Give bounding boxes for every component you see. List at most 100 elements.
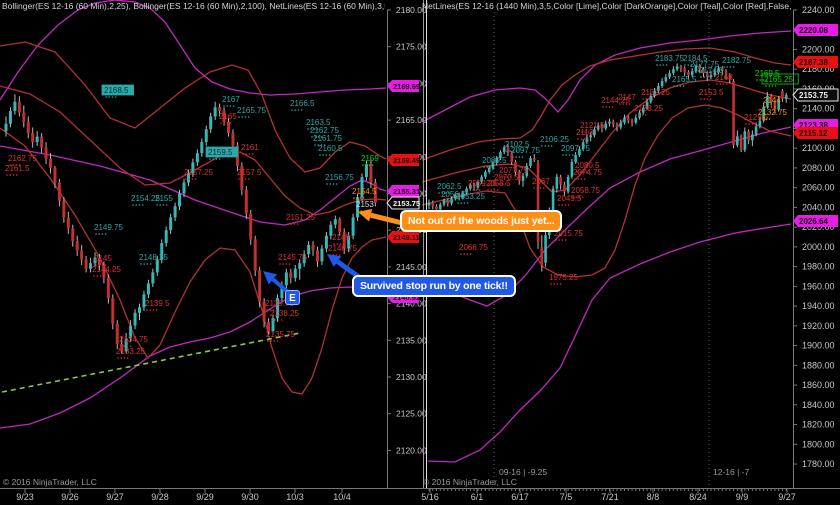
- trendline[interactable]: [1, 332, 301, 393]
- svg-text:5/16: 5/16: [421, 492, 439, 502]
- svg-text:2149.75: 2149.75: [94, 223, 123, 232]
- svg-text:2144: 2144: [763, 96, 781, 105]
- svg-text:2100.00: 2100.00: [802, 143, 835, 153]
- svg-text:2151.25: 2151.25: [286, 213, 315, 222]
- svg-text:2138.25: 2138.25: [634, 104, 663, 113]
- right-time-axis[interactable]: 5/16 6/1 6/17 7/5 7/21 8/8 8/24 9/9 9/27: [421, 488, 796, 502]
- svg-text:2144.25: 2144.25: [92, 265, 121, 274]
- svg-text:2169.69: 2169.69: [393, 82, 420, 91]
- svg-text:8/8: 8/8: [647, 492, 660, 502]
- right-price-axis[interactable]: 2240.002220.002200.002180.002160.002140.…: [793, 5, 835, 469]
- svg-text:2139.5: 2139.5: [145, 299, 170, 308]
- right-netlines-labels: 2062.52056.52053.252059.252058.52089.520…: [437, 54, 799, 285]
- svg-text:2155: 2155: [155, 194, 173, 203]
- svg-text:2120.00: 2120.00: [396, 445, 427, 455]
- svg-text:2015.75: 2015.75: [554, 229, 583, 238]
- svg-text:2147: 2147: [618, 93, 636, 102]
- svg-text:10/4: 10/4: [333, 492, 351, 502]
- entry-marker-e[interactable]: E: [285, 290, 300, 305]
- left-bollinger-bands: [0, 0, 387, 429]
- svg-text:2159.5: 2159.5: [208, 148, 233, 157]
- svg-text:2180.00: 2180.00: [802, 64, 835, 74]
- svg-text:2165.75: 2165.75: [237, 106, 266, 115]
- svg-text:2113: 2113: [576, 128, 594, 137]
- svg-text:1900.00: 1900.00: [802, 341, 835, 351]
- svg-text:2145.00: 2145.00: [396, 262, 427, 272]
- svg-text:2140.00: 2140.00: [802, 104, 835, 114]
- svg-text:2080.5: 2080.5: [575, 161, 600, 170]
- svg-text:2174.5: 2174.5: [699, 66, 724, 75]
- svg-text:2106.25: 2106.25: [540, 135, 569, 144]
- svg-text:2062.5: 2062.5: [437, 182, 462, 191]
- svg-text:2155.31: 2155.31: [393, 187, 420, 196]
- svg-text:2240.00: 2240.00: [802, 5, 835, 15]
- svg-text:2121.5: 2121.5: [580, 121, 605, 130]
- svg-text:10/3: 10/3: [286, 492, 304, 502]
- svg-text:2182.75: 2182.75: [722, 56, 751, 65]
- svg-text:2138.25: 2138.25: [270, 309, 299, 318]
- svg-text:2167: 2167: [222, 95, 240, 104]
- svg-text:9/29: 9/29: [196, 492, 214, 502]
- svg-text:2130.00: 2130.00: [396, 372, 427, 382]
- svg-text:2152.25: 2152.25: [641, 88, 670, 97]
- right-bollinger-bands: [421, 30, 792, 463]
- svg-text:2180.00: 2180.00: [396, 5, 427, 15]
- svg-text:2133.25: 2133.25: [116, 347, 145, 356]
- svg-text:2159.49: 2159.49: [393, 156, 420, 165]
- svg-text:1860.00: 1860.00: [802, 380, 835, 390]
- svg-text:2058.5: 2058.5: [486, 179, 511, 188]
- svg-text:1940.00: 1940.00: [802, 301, 835, 311]
- svg-text:1920.00: 1920.00: [802, 321, 835, 331]
- svg-text:1975.25: 1975.25: [549, 273, 578, 282]
- svg-text:2159: 2159: [361, 154, 379, 163]
- svg-text:2056.5: 2056.5: [441, 190, 466, 199]
- svg-text:1820.00: 1820.00: [802, 420, 835, 430]
- svg-text:2145.75: 2145.75: [278, 253, 307, 262]
- svg-text:2168: 2168: [715, 73, 733, 82]
- left-netlines-labels: 2162.752161.52168.52159.521672165.752165…: [5, 84, 379, 359]
- svg-text:9/26: 9/26: [61, 492, 79, 502]
- left-time-axis[interactable]: 9/23 9/26 9/27 9/28 9/29 9/30 10/3 10/4: [16, 488, 351, 502]
- svg-text:6/1: 6/1: [471, 492, 484, 502]
- svg-text:2144.25: 2144.25: [601, 96, 630, 105]
- callout-survived-stop-run[interactable]: Survived stop run by one tick!!: [352, 275, 516, 297]
- svg-text:2187.38: 2187.38: [799, 58, 828, 67]
- svg-text:2148.25: 2148.25: [139, 253, 168, 262]
- svg-text:2077.75: 2077.75: [499, 166, 528, 175]
- svg-text:2145: 2145: [94, 254, 112, 263]
- svg-text:2161.75: 2161.75: [313, 134, 342, 143]
- callout-not-out-of-woods[interactable]: Not out of the woods just yet...: [400, 210, 563, 232]
- svg-text:2157.5: 2157.5: [237, 168, 262, 177]
- svg-text:8/24: 8/24: [689, 492, 707, 502]
- svg-text:2140.00: 2140.00: [396, 299, 427, 309]
- copyright-right: © 2016 NinjaTrader, LLC: [423, 477, 517, 487]
- svg-text:2149: 2149: [332, 233, 350, 242]
- svg-text:6/17: 6/17: [511, 492, 529, 502]
- svg-text:2058.75: 2058.75: [571, 186, 600, 195]
- svg-text:9/28: 9/28: [151, 492, 169, 502]
- svg-text:2053.25: 2053.25: [456, 192, 485, 201]
- svg-text:2149.11: 2149.11: [393, 233, 420, 242]
- svg-text:2000.00: 2000.00: [802, 242, 835, 252]
- svg-text:7/5: 7/5: [560, 492, 573, 502]
- left-price-tags: 2169.69 2159.49 2155.31 2149.11 2140.92 2153.…: [386, 80, 420, 303]
- svg-text:2175.00: 2175.00: [396, 42, 427, 52]
- svg-text:2163.5: 2163.5: [306, 118, 331, 127]
- svg-text:2165.00: 2165.00: [396, 115, 427, 125]
- svg-text:2102.5: 2102.5: [505, 140, 530, 149]
- left-last-price-value: 2153.75: [393, 199, 420, 208]
- svg-text:2177.75: 2177.75: [690, 60, 719, 69]
- svg-text:7/21: 7/21: [601, 492, 619, 502]
- svg-text:1960.00: 1960.00: [802, 281, 835, 291]
- right-last-price-value: 2153.75: [799, 91, 828, 100]
- svg-text:2097.75: 2097.75: [511, 146, 540, 155]
- svg-text:2040.00: 2040.00: [802, 202, 835, 212]
- svg-text:2060.00: 2060.00: [802, 183, 835, 193]
- svg-text:2154.5: 2154.5: [352, 187, 377, 196]
- svg-text:9/30: 9/30: [241, 492, 259, 502]
- left-chart-title: Bollinger(ES 12-16 (60 Min),2,25), Bolli…: [2, 1, 385, 11]
- svg-text:2161: 2161: [241, 143, 259, 152]
- left-candles-layer: [4, 94, 377, 354]
- svg-text:2026.64: 2026.64: [799, 217, 828, 226]
